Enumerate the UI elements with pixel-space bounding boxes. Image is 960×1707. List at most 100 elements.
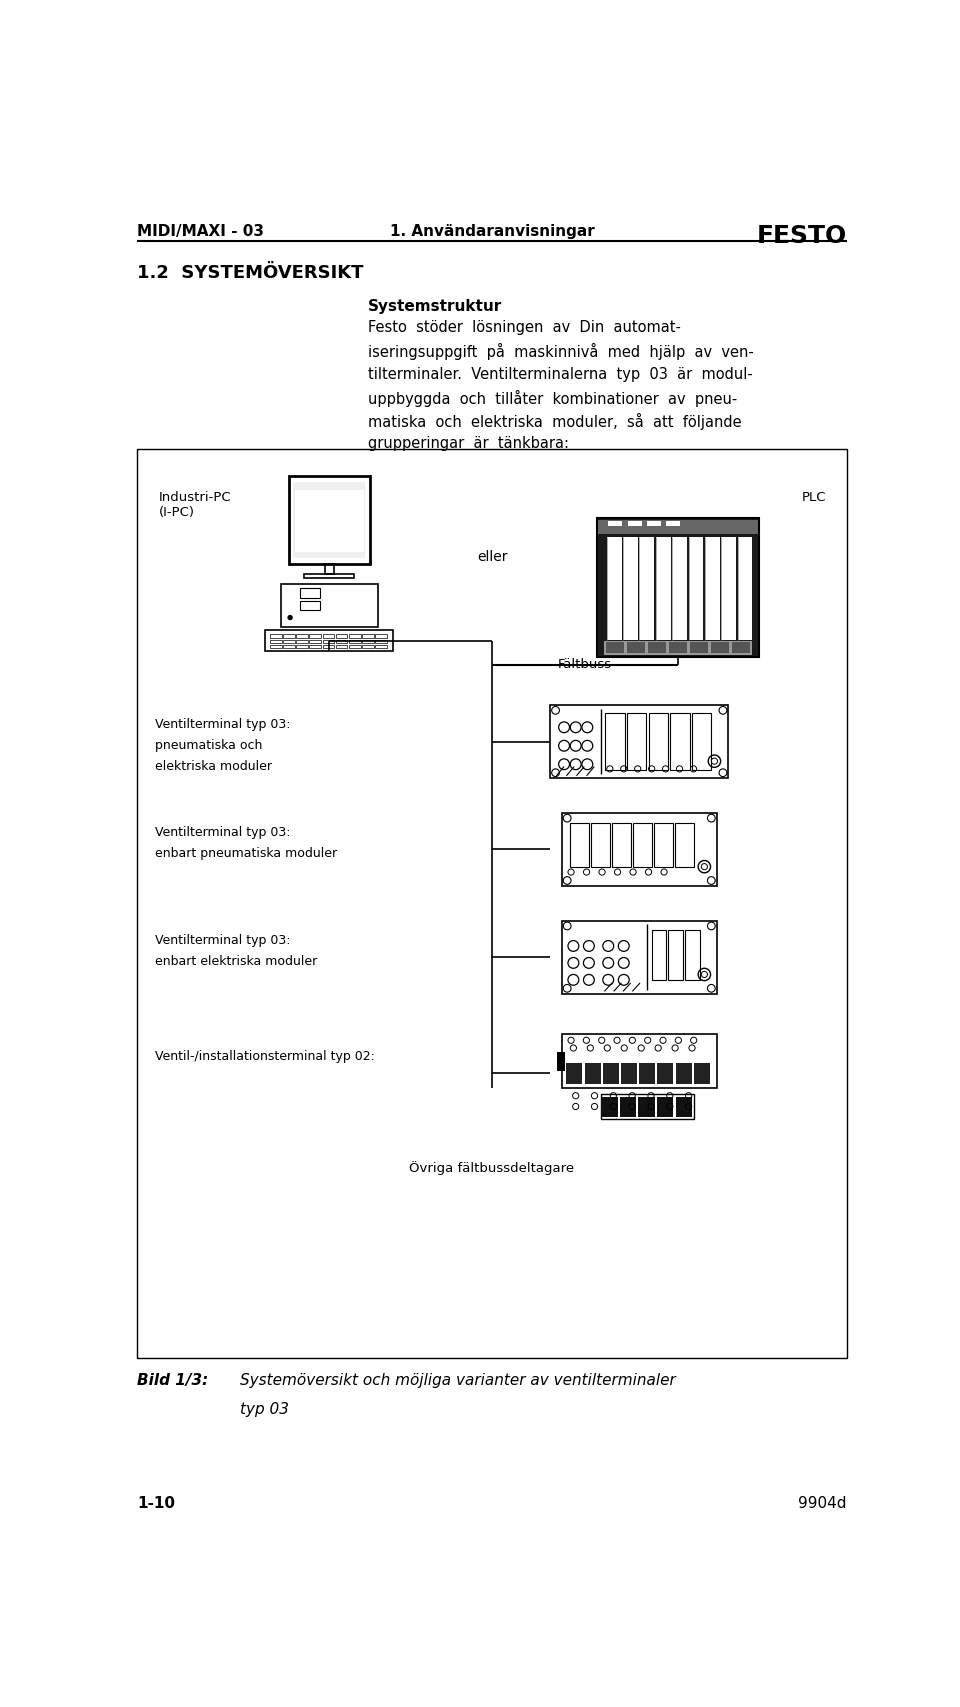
Text: 9904d: 9904d — [799, 1495, 847, 1511]
Bar — [362, 635, 373, 638]
Text: 1.2  SYSTEMÖVERSIKT: 1.2 SYSTEMÖVERSIKT — [137, 265, 364, 282]
Text: iseringsuppgift  på  maskinnivå  med  hjälp  av  ven-: iseringsuppgift på maskinnivå med hjälp … — [368, 343, 754, 360]
Bar — [323, 640, 334, 644]
Bar — [283, 645, 295, 649]
Bar — [692, 712, 711, 770]
Text: Systemöversikt och möjliga varianter av ventilterminaler: Systemöversikt och möjliga varianter av … — [240, 1372, 676, 1388]
Text: grupperingar  är  tänkbara:: grupperingar är tänkbara: — [368, 435, 569, 451]
Bar — [676, 1096, 692, 1116]
Bar — [598, 519, 757, 534]
Bar — [324, 565, 334, 574]
Bar — [627, 712, 646, 770]
Bar — [601, 1096, 617, 1116]
Bar — [596, 519, 759, 657]
Bar — [295, 490, 364, 551]
Bar — [606, 642, 624, 654]
Bar — [336, 645, 348, 649]
Bar — [265, 630, 394, 652]
Bar — [270, 640, 281, 644]
Text: Ventilterminal typ 03:: Ventilterminal typ 03: — [155, 719, 290, 731]
Bar — [668, 930, 683, 980]
Text: Ventil-/installationsterminal typ 02:: Ventil-/installationsterminal typ 02: — [155, 1050, 374, 1062]
Bar — [349, 645, 361, 649]
Bar — [705, 536, 720, 640]
Bar — [349, 640, 361, 644]
Bar — [638, 1096, 655, 1116]
Text: matiska  och  elektriska  moduler,  så  att  följande: matiska och elektriska moduler, så att f… — [368, 413, 742, 430]
Bar — [585, 1063, 601, 1084]
Bar — [639, 536, 654, 640]
Bar — [336, 635, 348, 638]
Bar — [603, 1063, 618, 1084]
Bar — [550, 705, 729, 778]
Bar — [711, 642, 729, 654]
Bar — [293, 481, 366, 558]
Bar — [349, 635, 361, 638]
Text: eller: eller — [477, 550, 507, 563]
Text: Festo  stöder  lösningen  av  Din  automat-: Festo stöder lösningen av Din automat- — [368, 321, 681, 335]
Bar — [304, 574, 354, 579]
Bar — [270, 635, 281, 638]
Bar — [570, 823, 588, 867]
Text: uppbyggda  och  tillåter  kombinationer  av  pneu-: uppbyggda och tillåter kombinationer av … — [368, 389, 737, 406]
Bar — [670, 712, 689, 770]
Bar — [675, 823, 693, 867]
Bar — [601, 1094, 693, 1118]
Text: pneumatiska och: pneumatiska och — [155, 739, 262, 753]
Bar — [557, 1052, 564, 1070]
Text: MIDI/MAXI - 03: MIDI/MAXI - 03 — [137, 224, 264, 239]
Text: Övriga fältbussdeltagare: Övriga fältbussdeltagare — [409, 1161, 575, 1174]
Bar — [605, 712, 625, 770]
Bar — [309, 640, 321, 644]
Text: enbart elektriska moduler: enbart elektriska moduler — [155, 954, 317, 968]
Text: elektriska moduler: elektriska moduler — [155, 760, 272, 773]
Bar — [297, 640, 308, 644]
Bar — [657, 1096, 673, 1116]
Bar — [289, 476, 370, 565]
Bar — [270, 645, 281, 649]
Bar — [605, 640, 752, 654]
Bar — [737, 536, 753, 640]
Bar — [649, 712, 668, 770]
Bar — [309, 645, 321, 649]
Text: tilterminaler.  Ventilterminalerna  typ  03  är  modul-: tilterminaler. Ventilterminalerna typ 03… — [368, 367, 753, 382]
Bar — [375, 640, 387, 644]
Text: 1-10: 1-10 — [137, 1495, 175, 1511]
Text: enbart pneumatiska moduler: enbart pneumatiska moduler — [155, 847, 337, 860]
Bar — [323, 645, 334, 649]
Bar — [633, 823, 652, 867]
Bar — [612, 823, 631, 867]
Bar — [609, 521, 622, 526]
Bar — [375, 645, 387, 649]
Bar — [137, 449, 847, 1357]
Bar — [666, 521, 681, 526]
Bar — [566, 1063, 583, 1084]
Text: Industri-PC
(I-PC): Industri-PC (I-PC) — [158, 492, 231, 519]
Bar — [596, 519, 759, 657]
Bar — [591, 823, 610, 867]
Bar — [676, 1063, 691, 1084]
Bar — [336, 640, 348, 644]
Bar — [297, 645, 308, 649]
Text: FESTO: FESTO — [756, 224, 847, 248]
Bar — [628, 521, 641, 526]
Bar — [562, 813, 717, 886]
Bar — [297, 635, 308, 638]
Bar — [648, 642, 666, 654]
Bar — [656, 536, 671, 640]
Bar — [652, 930, 666, 980]
Text: 1. Användaranvisningar: 1. Användaranvisningar — [390, 224, 594, 239]
Text: Ventilterminal typ 03:: Ventilterminal typ 03: — [155, 934, 290, 947]
Bar — [607, 536, 621, 640]
Bar — [283, 640, 295, 644]
Bar — [654, 823, 673, 867]
Bar — [362, 640, 373, 644]
Bar — [685, 930, 700, 980]
Bar — [627, 642, 645, 654]
Text: PLC: PLC — [802, 492, 827, 504]
Text: Bild 1/3:: Bild 1/3: — [137, 1372, 208, 1388]
Text: typ 03: typ 03 — [240, 1401, 289, 1417]
Bar — [283, 635, 295, 638]
Bar — [639, 1063, 655, 1084]
Bar — [281, 584, 377, 626]
